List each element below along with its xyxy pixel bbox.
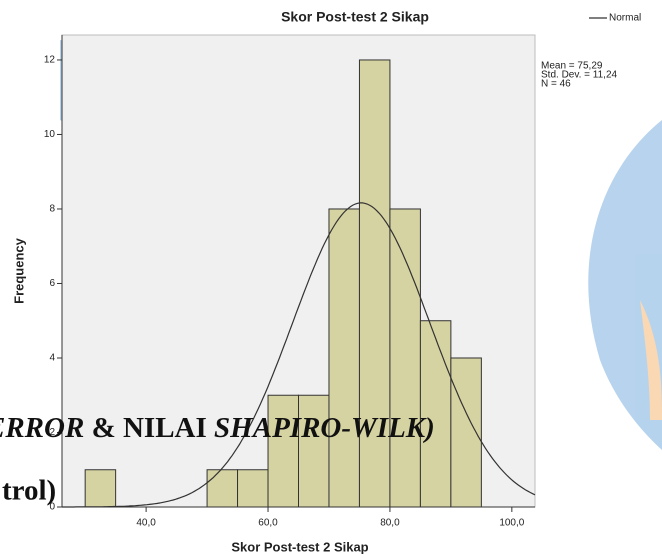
- y-tick-label: 2: [49, 427, 55, 438]
- watermark-shape: [640, 300, 662, 420]
- bar: [206, 469, 239, 508]
- x-tick-label: 80,0: [380, 518, 400, 529]
- y-axis-label: Frequency: [11, 237, 26, 304]
- background-text-part: SHAPIRO-WILK): [214, 412, 435, 444]
- annotation: N = 46: [541, 79, 571, 90]
- x-tick-label: 40,0: [136, 518, 156, 529]
- watermark-shape: [588, 120, 662, 450]
- y-tick-label: 12: [44, 55, 56, 66]
- background-text: ERROR & NILAI SHAPIRO-WILK): [0, 412, 435, 444]
- bar: [358, 59, 391, 508]
- bar: [328, 208, 360, 508]
- bar: [419, 320, 452, 508]
- normal-curve: [62, 202, 536, 508]
- y-tick-label: 6: [49, 278, 55, 289]
- y-tick-label: 0: [49, 502, 55, 513]
- x-tick-label: 60,0: [258, 518, 278, 529]
- annotation: Std. Dev. = 11,24: [541, 70, 618, 81]
- chart-title: Skor Post-test 2 Sikap: [281, 9, 429, 25]
- y-tick-label: 10: [44, 129, 56, 140]
- x-tick-label: 100,0: [499, 518, 524, 529]
- bar: [237, 469, 269, 508]
- y-tick-label: 8: [49, 204, 55, 215]
- background-text-part: ERROR: [0, 412, 84, 444]
- y-tick-label: 4: [49, 353, 55, 364]
- background-text: trol): [2, 475, 56, 507]
- bar: [84, 469, 117, 508]
- legend-label: Normal: [609, 13, 641, 24]
- x-axis-label: Skor Post-test 2 Sikap: [231, 539, 368, 554]
- background-text-part: & NILAI: [84, 412, 214, 444]
- annotation: Mean = 75,29: [541, 61, 603, 72]
- bar: [389, 208, 421, 508]
